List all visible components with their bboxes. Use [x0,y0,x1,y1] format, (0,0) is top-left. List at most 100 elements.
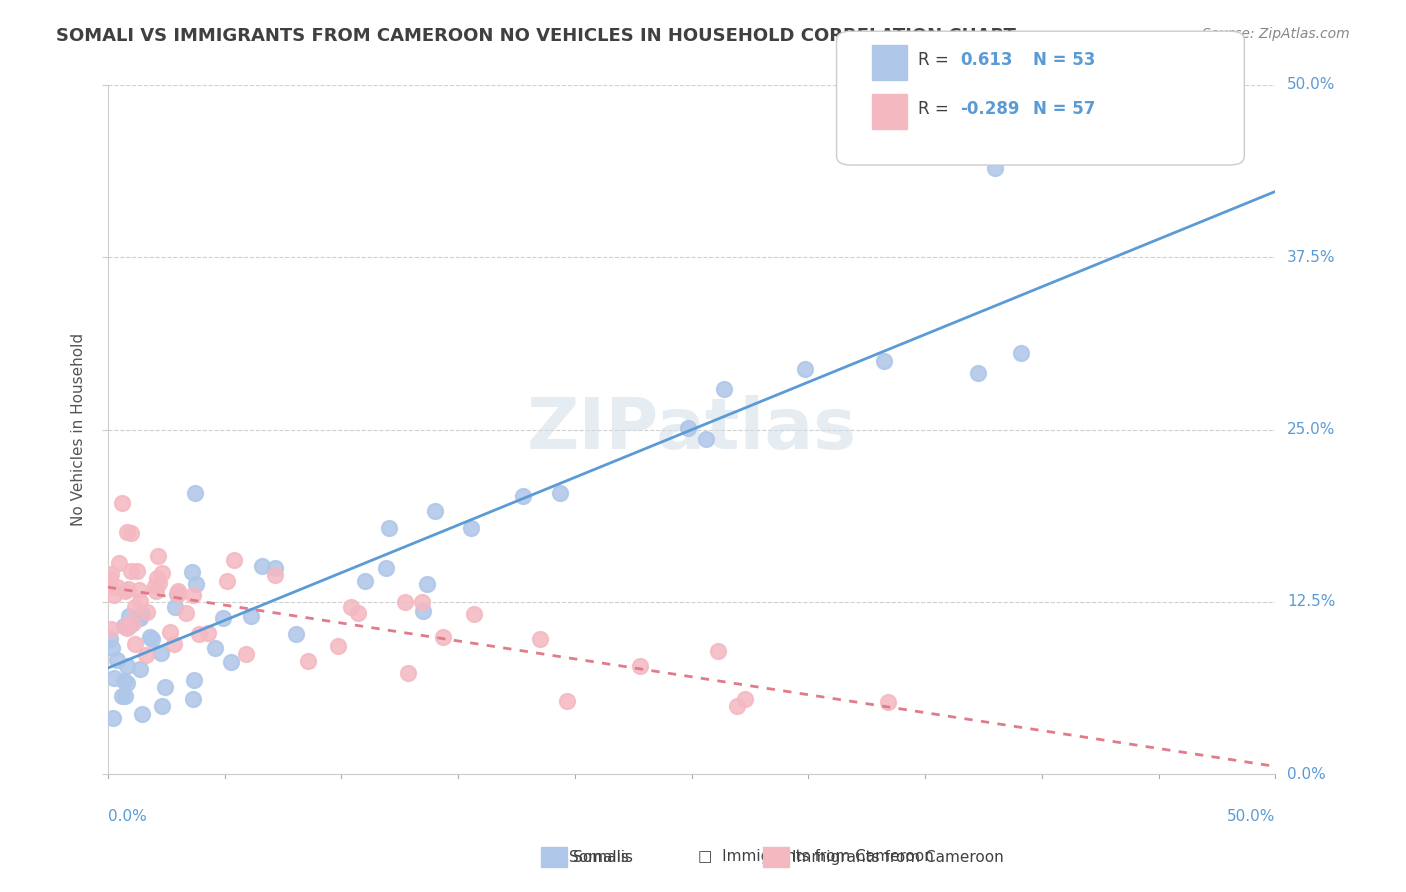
Point [115,658,138,673]
Point [150,699,173,714]
Point [628,658,651,673]
Point [153,680,176,694]
Point [183,673,205,688]
Point [211,610,233,624]
Point [297,654,319,668]
Point [346,606,368,620]
Text: R =: R = [918,51,949,69]
Point [107,556,129,570]
Point [197,625,219,640]
Point [115,524,138,539]
Point [135,605,157,619]
Point [713,382,735,396]
Point [131,607,153,622]
Point [396,666,419,681]
Text: N = 57: N = 57 [1033,100,1095,118]
Point [100,566,122,581]
Point [163,637,186,651]
Point [125,565,148,579]
Point [143,579,166,593]
Point [159,624,181,639]
Point [394,595,416,609]
Point [145,571,167,585]
Point [129,663,152,677]
Point [148,576,170,591]
Point [224,553,246,567]
Text: -0.289: -0.289 [960,100,1019,118]
Point [174,606,197,620]
Point [794,362,817,376]
Point [120,564,142,578]
Point [264,567,287,582]
Point [734,692,756,706]
Point [101,641,124,656]
Point [184,486,207,500]
Point [263,561,285,575]
Point [1010,346,1032,360]
Point [512,489,534,503]
Point [412,604,434,618]
Point [115,621,138,635]
Point [120,617,142,632]
Point [117,609,139,624]
Point [105,653,128,667]
Point [219,655,242,669]
Text: 0.613: 0.613 [960,51,1012,69]
Point [150,566,173,580]
Text: 0.0%: 0.0% [108,808,146,823]
Text: Immigrants from Cameroon: Immigrants from Cameroon [792,850,1004,864]
Point [416,576,439,591]
Point [204,640,226,655]
Point [725,699,748,714]
Point [129,611,152,625]
Point [100,622,122,636]
Point [111,496,134,510]
Point [873,354,896,368]
Point [98,632,121,646]
Point [149,646,172,660]
Text: 50.0%: 50.0% [1286,78,1336,93]
Text: R =: R = [918,100,949,118]
Point [114,583,136,598]
Point [105,580,128,594]
Point [180,566,202,580]
Point [181,692,204,706]
Text: 0.0%: 0.0% [1286,766,1326,781]
Text: □  Somalis: □ Somalis [548,849,633,863]
Point [250,559,273,574]
Point [695,432,717,446]
Point [555,694,578,708]
Point [103,671,125,685]
Point [145,583,167,598]
Point [877,696,900,710]
Point [128,594,150,608]
Point [378,521,401,535]
Text: 37.5%: 37.5% [1286,250,1336,265]
Point [98,581,121,595]
Text: 25.0%: 25.0% [1286,422,1336,437]
Point [166,584,188,599]
Text: 12.5%: 12.5% [1286,594,1336,609]
Point [124,637,146,651]
Point [139,630,162,644]
Point [354,574,377,589]
Point [121,615,143,630]
Point [131,707,153,722]
Point [967,366,990,380]
Point [186,576,208,591]
Point [100,572,122,586]
Point [423,504,446,518]
Point [103,710,125,724]
Point [166,587,188,601]
Point [114,689,136,703]
Point [181,588,204,602]
Point [115,676,138,690]
Text: N = 53: N = 53 [1033,51,1095,69]
Point [411,595,433,609]
Point [111,689,134,703]
Point [103,588,125,602]
Point [460,521,482,535]
Point [235,647,257,661]
Text: Somalis: Somalis [569,850,630,864]
Point [188,627,211,641]
